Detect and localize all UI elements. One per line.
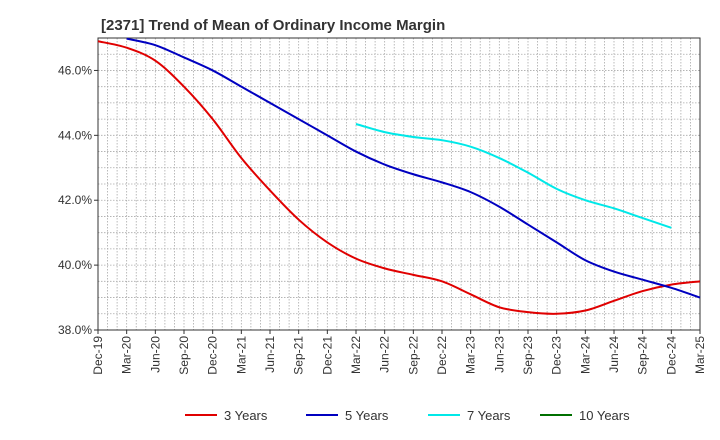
y-tick-label: 46.0% <box>58 63 92 77</box>
x-tick-label: Jun-24 <box>607 336 621 373</box>
x-tick-label: Mar-24 <box>578 336 592 374</box>
x-tick-label: Mar-25 <box>693 336 707 374</box>
grid-lines <box>98 38 700 330</box>
series-line-3-years <box>97 40 701 315</box>
y-tick-labels: 38.0% 40.0% 42.0% 44.0% 46.0% <box>58 63 92 337</box>
series-lines <box>97 37 701 315</box>
x-tick-label: Dec-20 <box>206 336 220 375</box>
x-tick-label: Dec-19 <box>91 336 105 375</box>
legend-label: 7 Years <box>467 408 511 423</box>
x-tick-label: Jun-21 <box>263 336 277 373</box>
legend-label: 5 Years <box>345 408 389 423</box>
y-tick-label: 38.0% <box>58 323 92 337</box>
x-tick-labels: Dec-19 Mar-20 Jun-20 Sep-20 Dec-20 Mar-21 Jun-… <box>91 336 707 375</box>
x-tick-label: Jun-20 <box>148 336 162 373</box>
x-tick-label: Dec-23 <box>550 336 564 375</box>
series-line-5-years <box>126 37 701 299</box>
y-tick-label: 42.0% <box>58 193 92 207</box>
x-tick-label: Mar-21 <box>234 336 248 374</box>
x-tick-label: Mar-22 <box>349 336 363 374</box>
x-tick-label: Dec-24 <box>664 336 678 375</box>
plot-frame <box>97 37 701 331</box>
y-tick-label: 44.0% <box>58 128 92 142</box>
x-tick-label: Mar-20 <box>120 336 134 374</box>
series-line-7-years <box>355 123 672 229</box>
x-tick-label: Dec-22 <box>435 336 449 375</box>
chart-title: [2371] Trend of Mean of Ordinary Income … <box>101 17 445 34</box>
x-tick-label: Sep-24 <box>636 336 650 375</box>
x-tick-label: Sep-23 <box>521 336 535 375</box>
axes <box>94 37 701 334</box>
legend: 3 Years 5 Years 7 Years 10 Years <box>185 408 630 423</box>
y-tick-label: 40.0% <box>58 258 92 272</box>
x-tick-label: Sep-22 <box>406 336 420 375</box>
x-tick-label: Dec-21 <box>320 336 334 375</box>
x-tick-label: Jun-22 <box>378 336 392 373</box>
x-tick-label: Mar-23 <box>464 336 478 374</box>
x-tick-label: Sep-21 <box>292 336 306 375</box>
x-tick-label: Sep-20 <box>177 336 191 375</box>
x-tick-label: Jun-23 <box>492 336 506 373</box>
legend-label: 3 Years <box>224 408 268 423</box>
legend-label: 10 Years <box>579 408 630 423</box>
